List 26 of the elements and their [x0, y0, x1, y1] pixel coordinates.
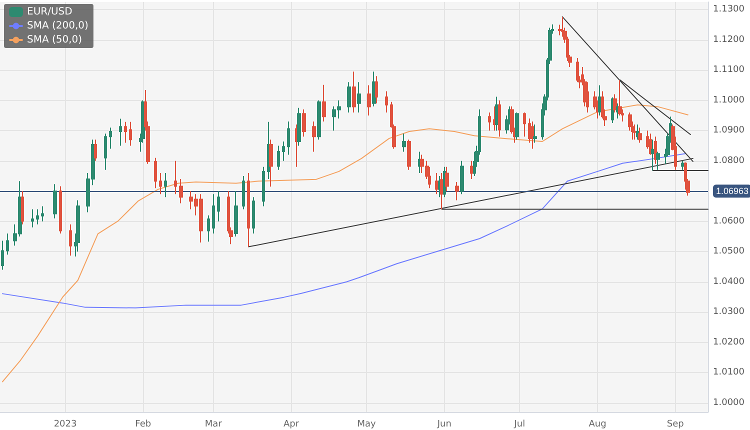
x-tick-label: May: [357, 420, 377, 430]
y-tick-label: 1.0300: [713, 307, 745, 318]
y-tick-label: 1.0800: [713, 156, 745, 166]
y-tick-label: 1.0900: [713, 126, 745, 136]
x-tick-label: Mar: [204, 420, 222, 430]
legend-label: SMA (200,0): [27, 20, 89, 32]
y-tick-label: 1.1100: [713, 65, 745, 76]
x-tick-label: Sep: [666, 420, 684, 430]
y-tick-label: 1.0100: [713, 368, 745, 378]
y-tick-label: 1.1000: [713, 95, 745, 106]
x-tick-label: Jun: [436, 420, 452, 430]
x-tick-label: Aug: [588, 420, 606, 430]
y-tick-label: 1.0000: [713, 398, 745, 408]
x-tick-label: Apr: [283, 420, 300, 430]
legend-label: SMA (50,0): [27, 34, 82, 46]
y-tick-label: 1.0500: [713, 246, 745, 257]
legend-label: EUR/USD: [27, 6, 73, 18]
x-tick-label: Jul: [513, 420, 526, 430]
x-tick-label: 2023: [54, 420, 77, 430]
y-tick-label: 1.0200: [713, 337, 745, 348]
x-tick-label: Feb: [135, 420, 152, 430]
y-tick-label: 1.0400: [713, 276, 745, 287]
ref-line-label: 1.06963: [716, 186, 749, 196]
y-tick-label: 1.1300: [713, 4, 745, 15]
y-tick-label: 1.0600: [713, 216, 745, 226]
y-tick-label: 1.1200: [713, 34, 745, 45]
